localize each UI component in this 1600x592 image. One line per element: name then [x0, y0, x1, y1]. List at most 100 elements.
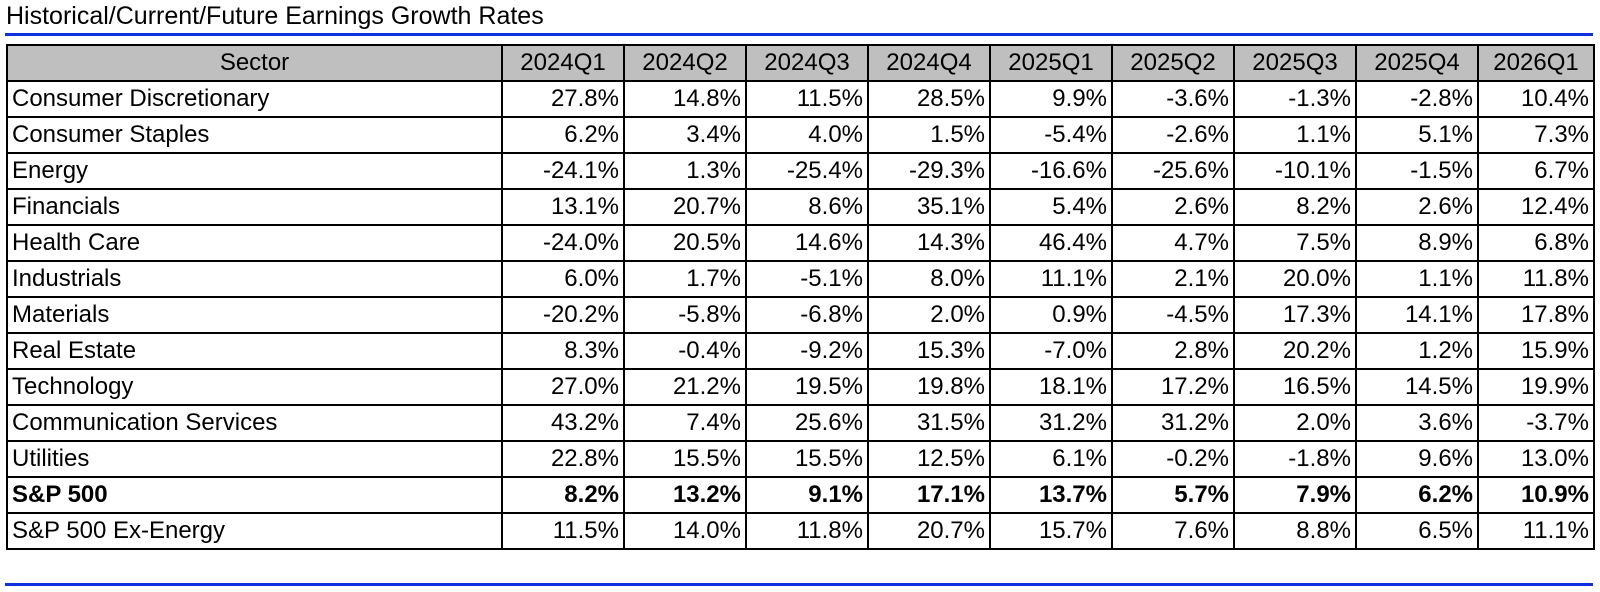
growth-rate-cell: 20.5%	[623, 224, 747, 262]
growth-rate-cell: 18.1%	[989, 368, 1113, 406]
growth-rate-cell: 13.2%	[623, 476, 747, 514]
sector-name-cell: Consumer Staples	[6, 116, 503, 154]
table-row: Real Estate 8.3% -0.4% -9.2% 15.3% -7.0% 2.8% 2…	[6, 332, 1595, 370]
growth-rate-cell: 16.5%	[1233, 368, 1357, 406]
column-header-quarter: 2024Q1	[501, 44, 625, 82]
page-title: Historical/Current/Future Earnings Growt…	[6, 2, 544, 30]
column-header-quarter: 2024Q4	[867, 44, 991, 82]
sector-name-cell: S&P 500 Ex-Energy	[6, 512, 503, 550]
growth-rate-cell: 46.4%	[989, 224, 1113, 262]
growth-rate-cell: 12.5%	[867, 440, 991, 478]
table-row: S&P 500 Ex-Energy 11.5% 14.0% 11.8% 20.7% 15.…	[6, 512, 1595, 550]
table-row: Consumer Discretionary 27.8% 14.8% 11.5% 28.…	[6, 80, 1595, 118]
growth-rate-cell: 6.7%	[1477, 152, 1595, 190]
sector-name-cell: Consumer Discretionary	[6, 80, 503, 118]
table-row: Industrials 6.0% 1.7% -5.1% 8.0% 11.1% 2.1% 20.…	[6, 260, 1595, 298]
growth-rate-cell: 19.8%	[867, 368, 991, 406]
growth-rate-cell: 10.9%	[1477, 476, 1595, 514]
growth-rate-cell: 14.1%	[1355, 296, 1479, 334]
growth-rate-cell: 3.4%	[623, 116, 747, 154]
growth-rate-cell: 13.0%	[1477, 440, 1595, 478]
growth-rate-cell: 19.5%	[745, 368, 869, 406]
growth-rate-cell: -5.8%	[623, 296, 747, 334]
growth-rate-cell: 8.2%	[1233, 188, 1357, 226]
column-header-quarter: 2024Q3	[745, 44, 869, 82]
sector-name-cell: Industrials	[6, 260, 503, 298]
growth-rate-cell: 20.2%	[1233, 332, 1357, 370]
growth-rate-cell: 6.1%	[989, 440, 1113, 478]
growth-rate-cell: 11.5%	[501, 512, 625, 550]
growth-rate-cell: 15.3%	[867, 332, 991, 370]
sector-name-cell: Financials	[6, 188, 503, 226]
growth-rate-cell: 31.2%	[989, 404, 1113, 442]
growth-rate-cell: 8.0%	[867, 260, 991, 298]
growth-rate-cell: -29.3%	[867, 152, 991, 190]
table-row: S&P 500 8.2% 13.2% 9.1% 17.1% 13.7% 5.7% 7.9% 6.…	[6, 476, 1595, 514]
growth-rate-cell: 4.7%	[1111, 224, 1235, 262]
sector-name-cell: Technology	[6, 368, 503, 406]
growth-rate-cell: -24.1%	[501, 152, 625, 190]
sector-name-cell: Health Care	[6, 224, 503, 262]
growth-rate-cell: 14.8%	[623, 80, 747, 118]
growth-rate-cell: 20.7%	[867, 512, 991, 550]
growth-rate-cell: 3.6%	[1355, 404, 1479, 442]
growth-rate-cell: 15.9%	[1477, 332, 1595, 370]
growth-rate-cell: 1.7%	[623, 260, 747, 298]
growth-rate-cell: 1.3%	[623, 152, 747, 190]
growth-rate-cell: 1.1%	[1233, 116, 1357, 154]
growth-rate-cell: -0.2%	[1111, 440, 1235, 478]
column-header-sector: Sector	[6, 44, 503, 82]
growth-rate-cell: 25.6%	[745, 404, 869, 442]
growth-rate-cell: -2.8%	[1355, 80, 1479, 118]
growth-rate-cell: 8.9%	[1355, 224, 1479, 262]
growth-rate-cell: 17.1%	[867, 476, 991, 514]
growth-rate-cell: 6.2%	[501, 116, 625, 154]
growth-rate-cell: 11.8%	[1477, 260, 1595, 298]
growth-rate-cell: 17.2%	[1111, 368, 1235, 406]
growth-rate-cell: -16.6%	[989, 152, 1113, 190]
growth-rate-cell: 6.0%	[501, 260, 625, 298]
growth-rate-cell: -7.0%	[989, 332, 1113, 370]
growth-rate-cell: 2.0%	[867, 296, 991, 334]
growth-rate-cell: 20.7%	[623, 188, 747, 226]
growth-rate-cell: -25.6%	[1111, 152, 1235, 190]
growth-rate-cell: -1.3%	[1233, 80, 1357, 118]
growth-rate-cell: 11.1%	[989, 260, 1113, 298]
sector-name-cell: Utilities	[6, 440, 503, 478]
column-header-quarter: 2024Q2	[623, 44, 747, 82]
sector-name-cell: Energy	[6, 152, 503, 190]
table-row: Communication Services 43.2% 7.4% 25.6% 31.5…	[6, 404, 1595, 442]
table-row: Consumer Staples 6.2% 3.4% 4.0% 1.5% -5.4% -2.…	[6, 116, 1595, 154]
table-body: Consumer Discretionary 27.8% 14.8% 11.5% 28.…	[6, 80, 1595, 550]
table-row: Technology 27.0% 21.2% 19.5% 19.8% 18.1% 17.2%…	[6, 368, 1595, 406]
growth-rate-cell: -6.8%	[745, 296, 869, 334]
growth-rate-cell: 27.8%	[501, 80, 625, 118]
growth-rate-cell: 1.1%	[1355, 260, 1479, 298]
table-header-row: Sector 2024Q1 2024Q2 2024Q3 2024Q4 2025Q1 2025…	[6, 44, 1595, 82]
growth-rate-cell: -5.1%	[745, 260, 869, 298]
growth-rate-cell: 31.2%	[1111, 404, 1235, 442]
sector-name-cell: S&P 500	[6, 476, 503, 514]
earnings-growth-table: Sector 2024Q1 2024Q2 2024Q3 2024Q4 2025Q1 2025…	[6, 44, 1595, 550]
growth-rate-cell: 0.9%	[989, 296, 1113, 334]
growth-rate-cell: 5.1%	[1355, 116, 1479, 154]
growth-rate-cell: 20.0%	[1233, 260, 1357, 298]
table-row: Financials 13.1% 20.7% 8.6% 35.1% 5.4% 2.6% 8.2…	[6, 188, 1595, 226]
growth-rate-cell: -24.0%	[501, 224, 625, 262]
sector-name-cell: Real Estate	[6, 332, 503, 370]
growth-rate-cell: -10.1%	[1233, 152, 1357, 190]
sector-name-cell: Materials	[6, 296, 503, 334]
growth-rate-cell: -1.5%	[1355, 152, 1479, 190]
growth-rate-cell: -9.2%	[745, 332, 869, 370]
growth-rate-cell: 2.6%	[1355, 188, 1479, 226]
growth-rate-cell: 6.2%	[1355, 476, 1479, 514]
growth-rate-cell: -5.4%	[989, 116, 1113, 154]
growth-rate-cell: 6.5%	[1355, 512, 1479, 550]
growth-rate-cell: -25.4%	[745, 152, 869, 190]
column-header-quarter: 2026Q1	[1477, 44, 1595, 82]
growth-rate-cell: 11.8%	[745, 512, 869, 550]
growth-rate-cell: 17.3%	[1233, 296, 1357, 334]
growth-rate-cell: 7.5%	[1233, 224, 1357, 262]
growth-rate-cell: 2.8%	[1111, 332, 1235, 370]
bottom-rule	[5, 583, 1593, 586]
